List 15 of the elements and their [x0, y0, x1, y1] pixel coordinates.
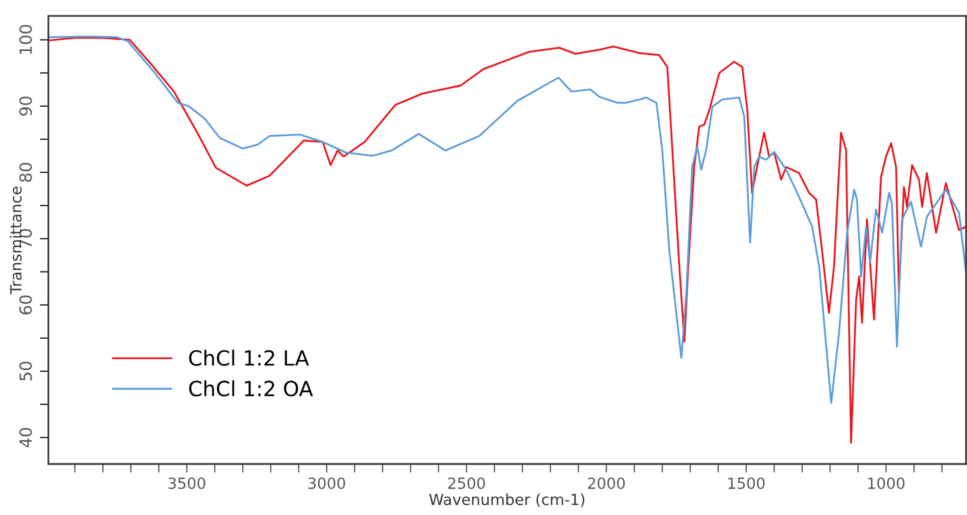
legend-label: ChCl 1:2 LA — [189, 350, 309, 366]
x-tick-label: 1500 — [728, 477, 765, 490]
legend-label: ChCl 1:2 OA — [189, 380, 313, 396]
y-tick-label: 40 — [19, 428, 32, 448]
x-tick-label: 3000 — [308, 477, 346, 490]
y-tick-label: 80 — [19, 162, 32, 182]
x-tick-label: 2500 — [448, 477, 485, 490]
x-tick-label: 2000 — [588, 477, 625, 490]
y-tick-label: 90 — [19, 96, 32, 116]
y-tick-label: 60 — [19, 295, 32, 314]
y-tick-label: 50 — [19, 362, 32, 381]
y-tick-label: 100 — [19, 25, 32, 54]
x-tick-label: 3500 — [168, 477, 206, 490]
x-tick-label: 1000 — [868, 477, 904, 490]
x-axis-title: Wavenumber (cm-1) — [429, 493, 584, 508]
